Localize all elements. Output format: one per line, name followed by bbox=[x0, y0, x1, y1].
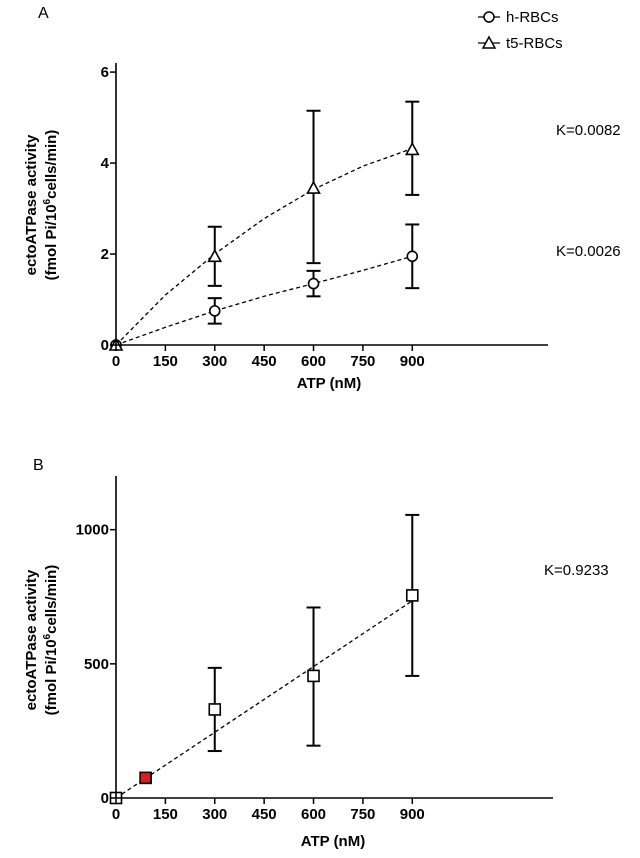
panel-b-markers bbox=[109, 589, 419, 805]
panel-a-y-tick-label: 6 bbox=[101, 64, 109, 81]
panel-b-point-square bbox=[405, 589, 419, 602]
panel-a-legend: h-RBCs t5-RBCs bbox=[478, 9, 563, 52]
legend-label-h-rbcs: h-RBCs bbox=[506, 9, 559, 26]
panel-a-y-tick-label: 2 bbox=[101, 246, 109, 263]
panel-a-y-tick-label: 0 bbox=[101, 337, 109, 354]
panel-b-axes bbox=[115, 476, 553, 799]
panel-a-point-t5-rbcs bbox=[207, 248, 223, 263]
panel-b-x-tick-label: 0 bbox=[112, 806, 120, 823]
panel-b-x-tick-label: 450 bbox=[252, 806, 277, 823]
panel-b-x-tick-label: 600 bbox=[301, 806, 326, 823]
panel-b-x-axis-title: ATP (nM) bbox=[301, 833, 365, 850]
panel-a-error-bars bbox=[207, 100, 420, 325]
panel-a-axes bbox=[115, 63, 548, 346]
panel-a-fit-h-rbcs bbox=[115, 255, 413, 346]
panel-a-x-tick-label: 600 bbox=[301, 353, 326, 370]
panel-b-point-square bbox=[208, 703, 222, 716]
panel-b-point-square bbox=[307, 669, 320, 683]
panel-b-x-tick-label: 750 bbox=[350, 806, 375, 823]
panel-a-y-axis-title-line1: ectoATPase activity bbox=[23, 134, 40, 275]
panel-a-x-ticks: 0 150 300 450 600 750 900 bbox=[112, 345, 425, 370]
panel-a-y-ticks: 0 2 4 6 bbox=[101, 64, 116, 354]
panel-b-y-axis-title-line1: ectoATPase activity bbox=[23, 569, 40, 710]
panel-b-y-tick-label: 0 bbox=[101, 790, 109, 807]
panel-b-y-tick-label: 1000 bbox=[76, 522, 109, 539]
panel-a-x-tick-label: 150 bbox=[153, 353, 178, 370]
panel-b-x-ticks: 0 150 300 450 600 750 900 bbox=[112, 798, 425, 823]
panel-a-letter: A bbox=[38, 5, 49, 22]
panel-a-point-h-rbcs bbox=[208, 305, 221, 317]
panel-a-y-axis-title: ectoATPase activity (fmol Pi/106cells/mi… bbox=[23, 130, 60, 281]
panel-a-y-tick-label: 4 bbox=[101, 155, 110, 172]
panel-a-x-tick-label: 450 bbox=[252, 353, 277, 370]
panel-b-y-axis-title-line2: (fmol Pi/106cells/min) bbox=[42, 565, 60, 716]
panel-b-fit-lines bbox=[115, 600, 413, 799]
panel-b-x-tick-label: 900 bbox=[400, 806, 425, 823]
panel-a-x-tick-label: 750 bbox=[350, 353, 375, 370]
panel-b-fit-series-0 bbox=[115, 600, 413, 799]
panel-b-y-ticks: 0 500 1000 bbox=[76, 522, 116, 807]
panel-a-point-h-rbcs bbox=[406, 250, 419, 263]
panel-b-x-tick-label: 150 bbox=[153, 806, 178, 823]
panel-b-y-axis-title: ectoATPase activity (fmol Pi/106cells/mi… bbox=[23, 565, 60, 716]
panel-a-x-tick-label: 900 bbox=[400, 353, 425, 370]
panel-a-point-t5-rbcs bbox=[306, 180, 321, 194]
panel-a: A 0 150 300 450 600 750 900 0 2 4 6 ATP (nM) ecto… bbox=[23, 5, 621, 392]
panel-a-fit-t5-rbcs bbox=[115, 147, 413, 346]
panel-a-annotation-k-h: K=0.0026 bbox=[556, 243, 621, 260]
panel-b-letter: B bbox=[33, 457, 44, 474]
panel-a-x-axis-title: ATP (nM) bbox=[297, 375, 361, 392]
legend-triangle-icon bbox=[481, 35, 497, 49]
panel-a-point-h-rbcs bbox=[307, 277, 320, 290]
legend-entry-t5-rbcs: t5-RBCs bbox=[478, 35, 563, 52]
panel-b-y-tick-label: 500 bbox=[84, 656, 109, 673]
panel-b-x-tick-label: 300 bbox=[202, 806, 227, 823]
panel-b-annotation-k: K=0.9233 bbox=[544, 562, 609, 579]
panel-a-y-axis-title-line2: (fmol Pi/106cells/min) bbox=[42, 130, 60, 281]
panel-a-x-tick-label: 300 bbox=[202, 353, 227, 370]
legend-label-t5-rbcs: t5-RBCs bbox=[506, 35, 563, 52]
legend-entry-h-rbcs: h-RBCs bbox=[478, 9, 559, 26]
panel-a-annotation-k-t5: K=0.0082 bbox=[556, 122, 621, 139]
panel-a-x-tick-label: 0 bbox=[112, 353, 120, 370]
panel-a-point-t5-rbcs bbox=[404, 141, 420, 156]
legend-circle-icon bbox=[483, 11, 495, 23]
panel-b-point-square bbox=[139, 771, 152, 785]
panel-a-fit-lines bbox=[115, 147, 413, 346]
panel-a-markers bbox=[108, 141, 420, 351]
